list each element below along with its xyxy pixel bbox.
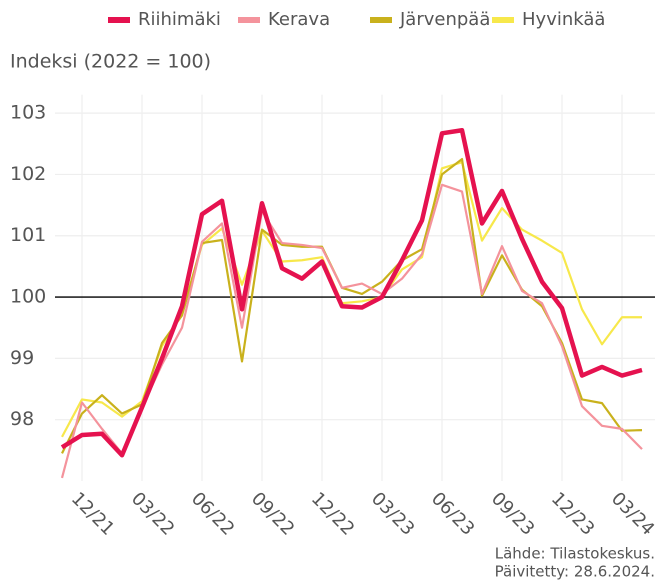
x-tick-label: 12/23 <box>547 488 599 540</box>
y-tick-label: 102 <box>10 163 46 185</box>
source: Lähde: Tilastokeskus. <box>495 545 655 563</box>
x-tick-label: 09/23 <box>487 488 539 540</box>
grid <box>55 94 655 481</box>
legend-label: Järvenpää <box>399 9 490 30</box>
source: Päivitetty: 28.6.2024. <box>495 563 655 580</box>
legend-label: Riihimäki <box>138 9 221 30</box>
series-line <box>60 128 643 458</box>
x-tick-label: 09/22 <box>247 488 299 540</box>
y-tick-label: 99 <box>10 347 34 369</box>
legend-label: Hyvinkää <box>522 9 605 30</box>
x-tick-label: 03/24 <box>607 488 659 540</box>
x-tick-label: 12/21 <box>67 488 119 540</box>
x-tick-label: 12/22 <box>307 488 359 540</box>
x-tick-label: 06/22 <box>187 488 239 540</box>
x-tick-label: 06/23 <box>427 488 479 540</box>
y-tick-label: 100 <box>10 286 46 308</box>
y-tick-label: 98 <box>10 408 34 430</box>
y-tick-label: 103 <box>10 102 46 124</box>
x-tick-label: 03/22 <box>127 488 179 540</box>
legend-label: Kerava <box>268 9 330 30</box>
series-line <box>60 183 643 479</box>
y-tick-label: 101 <box>10 224 46 246</box>
y-axis-title: Indeksi (2022 = 100) <box>10 51 211 73</box>
x-tick-label: 03/23 <box>367 488 419 540</box>
